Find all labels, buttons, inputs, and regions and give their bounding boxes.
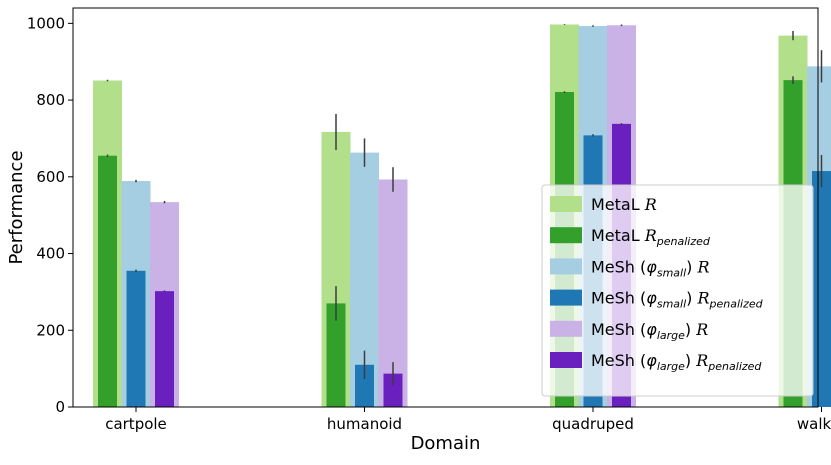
y-axis-label: Performance [6, 150, 27, 264]
legend-label-metal-r: MetaL R [591, 195, 657, 214]
y-tick-label: 0 [55, 398, 65, 416]
y-tick-label: 600 [36, 168, 65, 186]
x-tick-label: humanoid [327, 415, 402, 433]
bar-mesh-small-r-penalized-cartpole [127, 271, 146, 407]
y-tick-label: 200 [36, 321, 65, 339]
x-tick-label: walker [797, 415, 831, 433]
y-tick-label: 800 [36, 91, 65, 109]
bar-mesh-small-r-penalized-walker [812, 171, 831, 407]
legend-swatch-metal-r-penalized [550, 227, 582, 243]
legend-label-mesh-large-r: MeSh (φlarge) R [591, 320, 708, 342]
legend-swatch-mesh-small-r [550, 258, 582, 274]
y-tick-label: 400 [36, 245, 65, 263]
x-tick-label: cartpole [105, 415, 167, 433]
y-tick-label: 1000 [27, 14, 65, 32]
legend-swatch-mesh-large-r [550, 321, 582, 337]
legend-swatch-mesh-large-r-penalized [550, 352, 582, 368]
legend-label-mesh-small-r: MeSh (φsmall) R [591, 257, 710, 279]
x-tick-label: quadruped [552, 415, 634, 433]
bar-mesh-large-r-penalized-cartpole [155, 291, 174, 407]
legend-swatch-metal-r [550, 196, 582, 212]
legend-swatch-mesh-small-r-penalized [550, 290, 582, 306]
x-axis-label: Domain [411, 433, 481, 454]
bar-metal-r-penalized-cartpole [98, 156, 117, 407]
